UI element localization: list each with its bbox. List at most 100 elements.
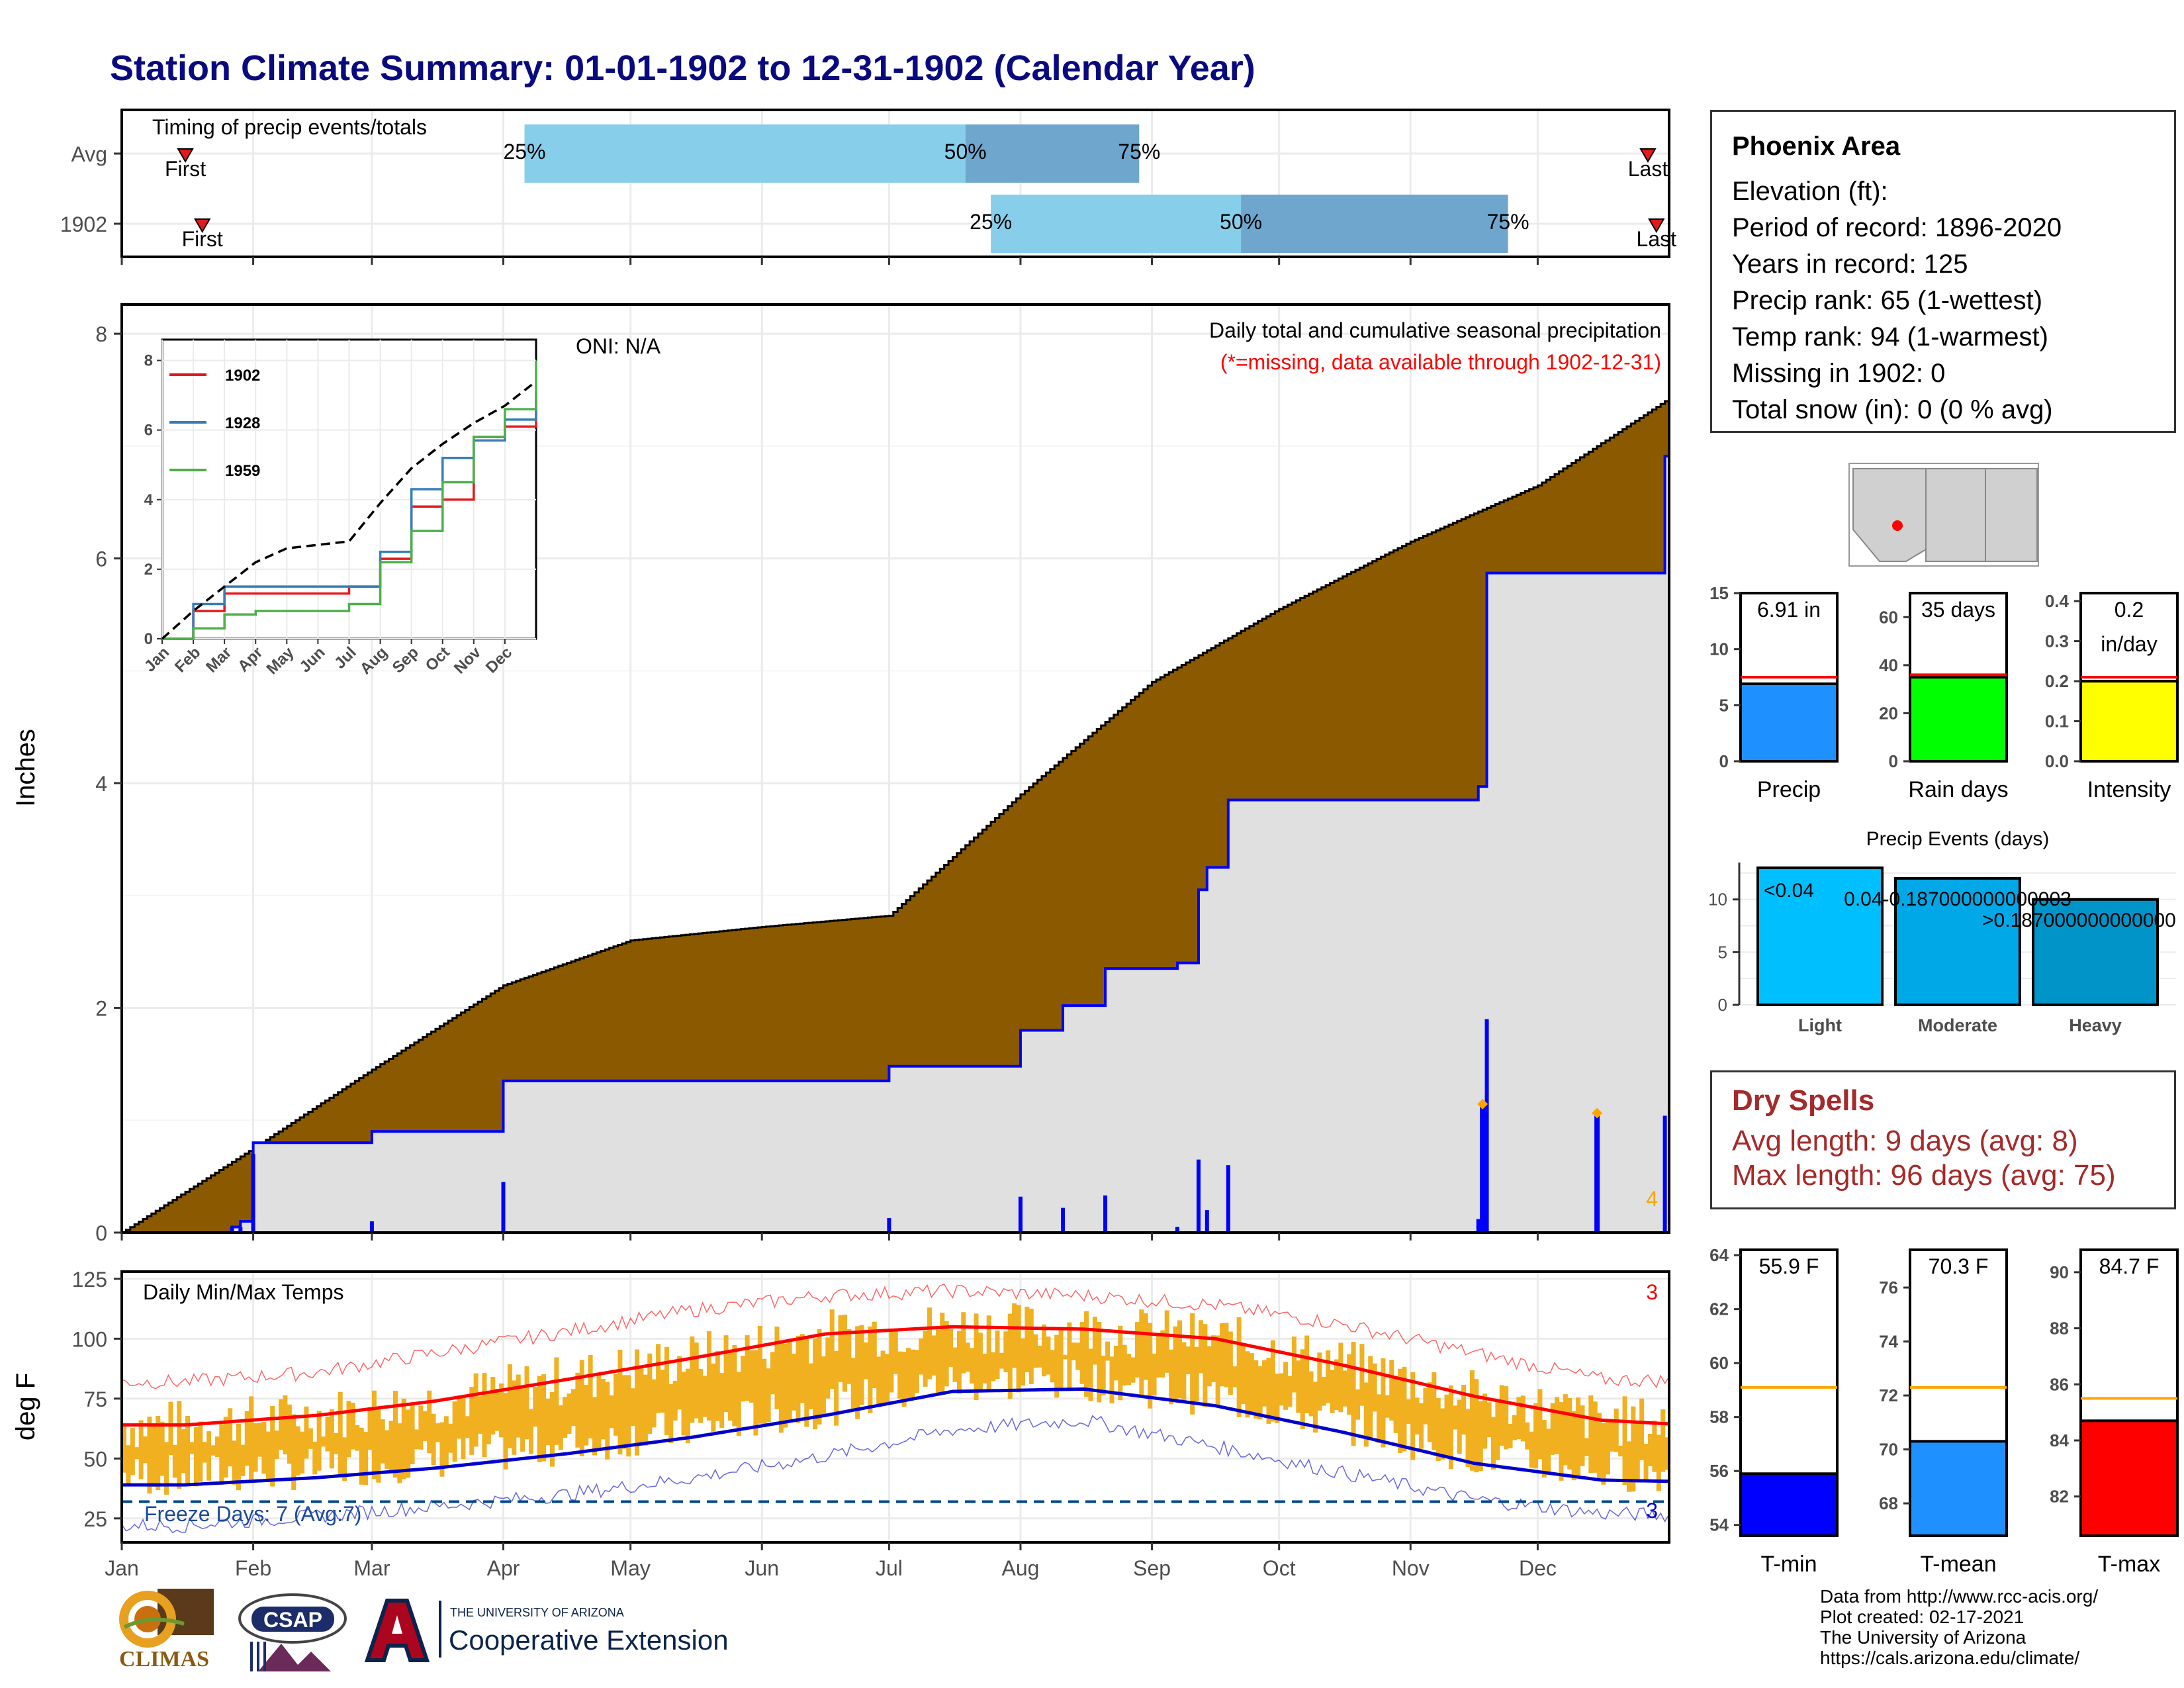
events-bar bbox=[1756, 866, 1884, 1007]
daily-temp-range-bar bbox=[570, 1389, 576, 1427]
daily-temp-range-bar bbox=[906, 1348, 911, 1398]
info-line: Elevation (ft): bbox=[1732, 177, 1888, 206]
daily-precip-bar bbox=[1018, 1196, 1023, 1233]
mini-ytick-label: 74 bbox=[1879, 1332, 1898, 1352]
daily-temp-range-bar bbox=[935, 1329, 940, 1396]
daily-temp-range-bar bbox=[783, 1343, 788, 1428]
daily-temp-range-bar bbox=[1148, 1323, 1153, 1409]
daily-precip-bar bbox=[230, 1227, 234, 1233]
daily-temp-range-bar bbox=[482, 1373, 487, 1458]
month-label: Dec bbox=[1519, 1556, 1557, 1580]
daily-temp-range-bar bbox=[1355, 1389, 1360, 1420]
daily-temp-range-bar bbox=[1402, 1366, 1407, 1452]
daily-temp-range-bar bbox=[261, 1422, 267, 1474]
daily-temp-range-bar bbox=[1419, 1403, 1424, 1449]
daily-temp-range-bar bbox=[868, 1326, 873, 1413]
daily-temp-range-bar bbox=[732, 1345, 737, 1427]
daily-temp-range-bar bbox=[842, 1314, 847, 1392]
daily-temp-range-bar bbox=[1028, 1309, 1034, 1384]
daily-temp-range-bar bbox=[452, 1401, 457, 1462]
daily-temp-range-bar bbox=[1041, 1324, 1046, 1377]
precip-subtitle: Daily total and cumulative seasonal prec… bbox=[1209, 318, 1661, 342]
daily-temp-range-bar bbox=[1330, 1370, 1335, 1413]
daily-temp-range-bar bbox=[1257, 1366, 1263, 1420]
mini-ytick-label: 15 bbox=[1709, 583, 1729, 603]
timing-last-marker bbox=[1639, 148, 1657, 163]
daily-precip-bar bbox=[1205, 1210, 1209, 1233]
daily-temp-range-bar bbox=[897, 1351, 903, 1399]
daily-temp-range-bar bbox=[1525, 1422, 1530, 1450]
daily-temp-range-bar bbox=[338, 1391, 343, 1477]
daily-temp-range-bar bbox=[694, 1342, 699, 1419]
daily-temp-range-bar bbox=[1275, 1374, 1280, 1423]
daily-temp-range-bar bbox=[151, 1425, 156, 1487]
daily-temp-range-bar bbox=[134, 1447, 140, 1459]
mini-axis-label: T-min bbox=[1761, 1552, 1817, 1577]
daily-temp-range-bar bbox=[147, 1417, 152, 1494]
daily-temp-range-bar bbox=[461, 1395, 466, 1460]
avg-max-line bbox=[122, 1325, 1670, 1427]
daily-temp-range-bar bbox=[825, 1337, 831, 1399]
month-label: Apr bbox=[487, 1556, 520, 1580]
daily-temp-range-bar bbox=[901, 1351, 907, 1407]
daily-temp-range-bar bbox=[834, 1350, 839, 1426]
daily-temp-range-bar bbox=[656, 1344, 661, 1413]
mini-ytick-label: 84 bbox=[2050, 1430, 2069, 1450]
events-category-label: Heavy bbox=[2069, 1015, 2122, 1035]
climas-logo-text: CLIMAS bbox=[118, 1647, 210, 1671]
timing-q50-label: 50% bbox=[944, 140, 987, 164]
daily-temp-range-bar bbox=[715, 1350, 720, 1421]
station-location-marker bbox=[1892, 520, 1903, 531]
daily-temp-range-bar bbox=[418, 1405, 424, 1450]
daily-temp-range-bar bbox=[753, 1350, 758, 1436]
mini-value-label: in/day bbox=[2101, 632, 2157, 656]
daily-temp-range-bar bbox=[1232, 1366, 1238, 1387]
daily-temp-range-bar bbox=[1092, 1317, 1097, 1365]
daily-temp-range-bar bbox=[1490, 1417, 1496, 1470]
daily-temp-range-bar bbox=[563, 1397, 568, 1438]
daily-temp-range-bar bbox=[1215, 1335, 1220, 1405]
mini-bar-intensity bbox=[2079, 680, 2179, 763]
daily-temp-range-bar bbox=[1088, 1348, 1093, 1401]
daily-temp-range-bar bbox=[240, 1444, 246, 1476]
daily-temp-range-bar bbox=[1563, 1394, 1568, 1466]
daily-temp-range-bar bbox=[1559, 1402, 1564, 1481]
daily-temp-range-bar bbox=[770, 1352, 776, 1395]
station-name: Phoenix Area bbox=[1732, 132, 1901, 161]
daily-temp-range-bar bbox=[350, 1403, 355, 1450]
inset-legend-label: 1928 bbox=[225, 414, 260, 432]
mini-value-label: 35 days bbox=[1921, 598, 1995, 622]
timing-q75-label: 75% bbox=[1118, 140, 1160, 164]
daily-temp-range-bar bbox=[1304, 1335, 1310, 1414]
daily-temp-range-bar bbox=[855, 1326, 860, 1419]
precip-ytick-label: 0 bbox=[95, 1221, 107, 1245]
daily-temp-range-bar bbox=[813, 1338, 818, 1430]
daily-temp-range-bar bbox=[982, 1353, 987, 1383]
info-line: Total snow (in): 0 (0 % avg) bbox=[1732, 395, 2053, 424]
temp-ytick-label: 100 bbox=[72, 1327, 107, 1351]
daily-temp-range-bar bbox=[1037, 1345, 1042, 1368]
daily-temp-range-bar bbox=[1211, 1335, 1216, 1382]
csap-logo: CSAP bbox=[232, 1592, 351, 1678]
daily-temp-range-bar bbox=[465, 1416, 470, 1438]
daily-temp-range-bar bbox=[579, 1360, 584, 1457]
daily-temp-range-bar bbox=[1453, 1405, 1458, 1430]
daily-temp-range-bar bbox=[516, 1374, 521, 1438]
mini-ytick-label: 82 bbox=[2050, 1487, 2069, 1507]
daily-temp-range-bar bbox=[1406, 1399, 1411, 1425]
climas-logo: CLIMAS bbox=[111, 1587, 217, 1680]
daily-temp-range-bar bbox=[283, 1395, 288, 1455]
mini-bar-t-mean bbox=[1909, 1440, 2008, 1537]
daily-temp-range-bar bbox=[872, 1321, 877, 1388]
inset-line-1959 bbox=[162, 360, 537, 640]
daily-temp-range-bar bbox=[206, 1431, 212, 1481]
daily-temp-range-bar bbox=[300, 1431, 305, 1474]
inset-legend-label: 1959 bbox=[225, 462, 260, 480]
events-category-label: Moderate bbox=[1918, 1015, 1997, 1035]
daily-temp-range-bar bbox=[766, 1368, 771, 1423]
daily-temp-range-bar bbox=[312, 1441, 318, 1475]
daily-temp-range-bar bbox=[1007, 1313, 1013, 1399]
mini-ytick-label: 86 bbox=[2050, 1374, 2069, 1394]
daily-temp-range-bar bbox=[1338, 1342, 1343, 1413]
daily-temp-range-bar bbox=[605, 1382, 610, 1460]
